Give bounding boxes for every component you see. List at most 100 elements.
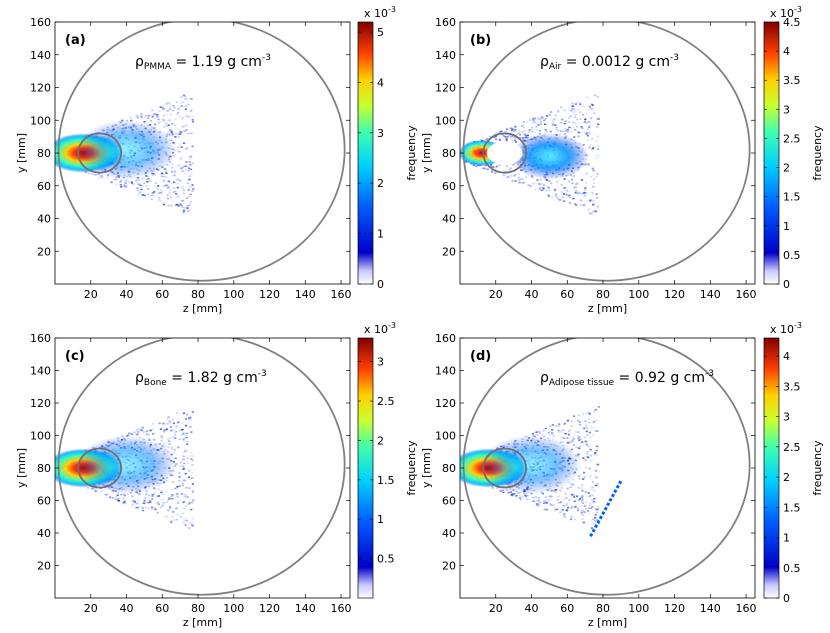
y-tick-label: 40: [442, 527, 456, 540]
x-axis-label: z [mm]: [588, 616, 627, 629]
y-tick-label: 80: [442, 147, 456, 160]
x-tick-label: 80: [191, 288, 205, 301]
colorbar-tick-label: 4.5: [783, 16, 801, 29]
colorbar-label: frequency: [811, 440, 824, 496]
core-blob: [76, 120, 177, 180]
colorbar-tick-label: 3: [377, 127, 384, 140]
y-tick-label: 20: [37, 560, 51, 573]
colorbar: [357, 337, 374, 599]
y-tick-label: 60: [442, 495, 456, 508]
x-tick-label: 20: [84, 602, 98, 615]
density-annotation: ρAdipose tissue = 0.92 g cm-3: [540, 369, 714, 388]
colorbar-multiplier: x 10-3: [364, 321, 396, 336]
x-tick-label: 20: [489, 288, 503, 301]
colorbar-tick-label: 3: [783, 103, 790, 116]
colorbar-tick-label: 2: [783, 471, 790, 484]
insert-circle: [482, 447, 528, 489]
x-tick-label: 120: [664, 288, 685, 301]
colorbar-tick-label: 0: [377, 278, 384, 291]
y-tick-label: 120: [435, 82, 456, 95]
colorbar-multiplier: x 10-3: [770, 321, 802, 336]
heatmap-area: [55, 338, 350, 598]
y-tick-label: 100: [435, 430, 456, 443]
y-tick-label: 60: [37, 495, 51, 508]
y-axis-label: y [mm]: [420, 133, 433, 173]
x-tick-label: 140: [700, 602, 721, 615]
x-tick-label: 160: [736, 602, 757, 615]
colorbar-tick-label: 0.5: [783, 562, 801, 575]
colorbar-tick-label: 1.5: [377, 474, 395, 487]
insert-circle: [482, 132, 528, 174]
x-tick-label: 140: [700, 288, 721, 301]
y-tick-label: 140: [30, 365, 51, 378]
colorbar-tick-label: 1.5: [783, 191, 801, 204]
x-tick-label: 100: [628, 602, 649, 615]
x-axis-label: z [mm]: [183, 616, 222, 629]
y-tick-label: 80: [37, 462, 51, 475]
y-axis-label: y [mm]: [15, 448, 28, 488]
x-tick-label: 80: [191, 602, 205, 615]
colorbar-tick-label: 2.5: [783, 441, 801, 454]
y-tick-label: 100: [30, 114, 51, 127]
y-tick-label: 140: [435, 365, 456, 378]
phantom-circle: [462, 338, 751, 596]
colorbar-tick-label: 1: [377, 513, 384, 526]
x-tick-label: 120: [259, 288, 280, 301]
panel-d: 20 40 60 80 100 120 140 16020406080100120140160…: [420, 321, 824, 629]
y-tick-label: 160: [435, 16, 456, 29]
x-axis-label: z [mm]: [183, 302, 222, 315]
colorbar-tick-label: 0.5: [377, 553, 395, 566]
colorbar: [763, 21, 780, 285]
y-tick-label: 140: [435, 49, 456, 62]
insert-circle: [77, 447, 123, 489]
x-tick-label: 40: [525, 288, 539, 301]
heatmap-area: [460, 22, 755, 284]
colorbar-tick-label: 2: [783, 162, 790, 175]
phantom-circle: [462, 22, 751, 282]
y-tick-label: 20: [37, 245, 51, 258]
x-tick-label: 60: [155, 288, 169, 301]
phantom-circle: [57, 22, 346, 282]
y-tick-label: 20: [442, 245, 456, 258]
streak-feature: [589, 480, 623, 537]
colorbar-tick-label: 2.5: [377, 395, 395, 408]
colorbar-tick-label: 3.5: [783, 74, 801, 87]
colorbar-tick-label: 3: [377, 356, 384, 369]
panel-a: 20 40 60 80 100 120 140 16020406080100120140160…: [15, 5, 418, 315]
phantom-circle: [57, 338, 346, 596]
colorbar-tick-label: 5: [377, 26, 384, 39]
y-tick-label: 160: [435, 332, 456, 345]
x-tick-label: 60: [560, 602, 574, 615]
colorbar: [763, 337, 780, 599]
y-tick-label: 60: [442, 180, 456, 193]
colorbar-tick-label: 0.5: [783, 249, 801, 262]
colorbar-label: frequency: [811, 125, 824, 181]
insert-circle: [77, 132, 123, 174]
core-blob: [76, 435, 177, 494]
y-tick-label: 160: [30, 332, 51, 345]
colorbar-tick-label: 2.5: [783, 132, 801, 145]
panel-c: 20 40 60 80 100 120 140 160 20 40 60 80 100 120 140 160…: [15, 321, 418, 629]
panel-label: (b): [470, 33, 491, 48]
colorbar-tick-label: 2: [377, 177, 384, 190]
x-tick-label: 160: [331, 288, 352, 301]
x-tick-label: 100: [628, 288, 649, 301]
y-tick-label: 40: [442, 213, 456, 226]
x-tick-label: 120: [664, 602, 685, 615]
air-cavity: [486, 141, 523, 165]
heatmap-area: [55, 22, 350, 284]
colorbar-label: frequency: [405, 125, 418, 181]
y-tick-label: 120: [435, 397, 456, 410]
colorbar: [357, 21, 374, 285]
colorbar-tick-label: 0: [783, 278, 790, 291]
x-tick-label: 40: [120, 288, 134, 301]
x-tick-label: 40: [525, 602, 539, 615]
x-tick-label: 160: [331, 602, 352, 615]
colorbar-tick-label: 1.5: [783, 501, 801, 514]
colorbar-tick-label: 3.5: [783, 380, 801, 393]
x-tick-label: 60: [560, 288, 574, 301]
density-annotation: ρAir = 0.0012 g cm-3: [540, 53, 679, 72]
colorbar-label: frequency: [405, 440, 418, 496]
density-annotation: ρBone = 1.82 g cm-3: [135, 369, 267, 388]
